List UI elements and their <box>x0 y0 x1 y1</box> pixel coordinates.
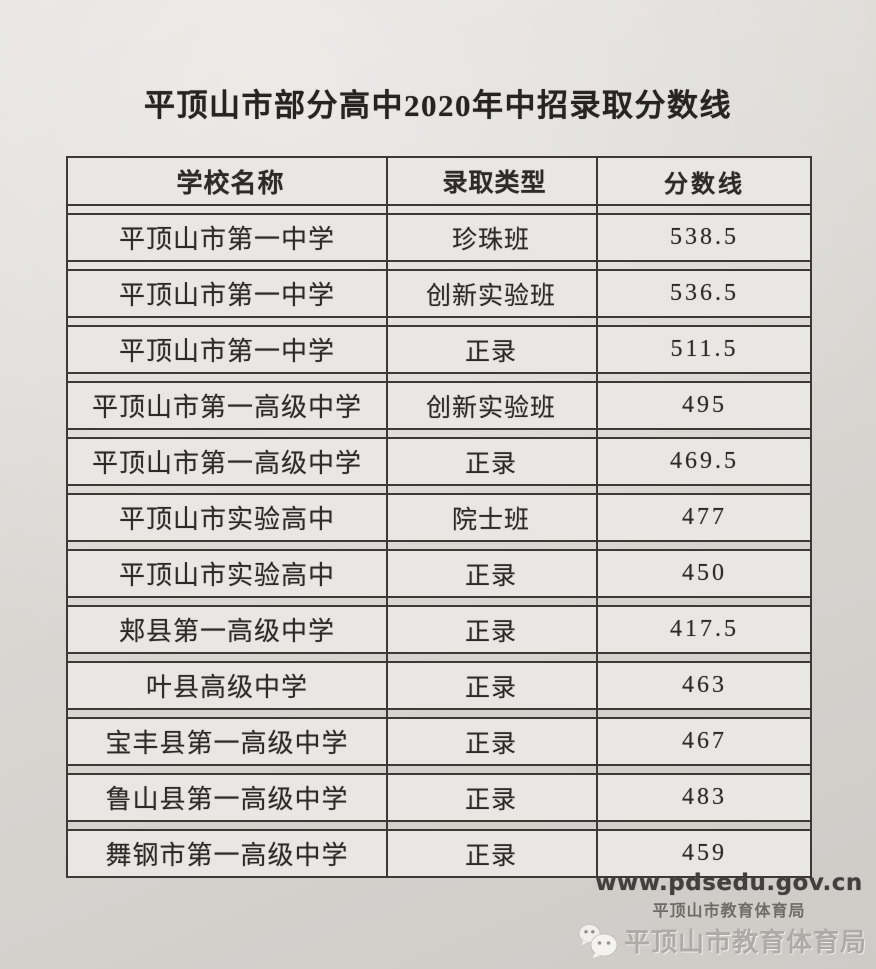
wechat-icon <box>578 923 618 958</box>
score-cell: 459 <box>682 840 727 866</box>
header-score-line: 分数线 <box>664 171 745 198</box>
wechat-watermark: 平顶山市教育体育局 <box>577 922 867 959</box>
page-title: 平顶山市部分高中2020年中招录取分数线 <box>144 88 732 123</box>
score-cell: 495 <box>682 392 727 418</box>
admission-type-cell: 正录 <box>464 338 517 366</box>
admission-type-cell: 正录 <box>464 842 517 870</box>
column-divider <box>596 156 598 878</box>
admission-type-cell: 创新实验班 <box>425 394 556 422</box>
score-cell: 483 <box>682 784 727 810</box>
school-name-cell: 平顶山市实验高中 <box>118 505 335 534</box>
table-row: 鲁山县第一高级中学 正录 483 <box>68 773 810 822</box>
admission-type-cell: 正录 <box>464 786 517 814</box>
table-row: 平顶山市第一高级中学 创新实验班 495 <box>68 381 810 430</box>
column-divider <box>386 156 388 878</box>
admission-type-cell: 正录 <box>464 674 517 702</box>
table-row: 叶县高级中学 正录 463 <box>68 661 810 710</box>
school-name-cell: 平顶山市第一高级中学 <box>91 393 362 422</box>
table-row: 平顶山市第一中学 珍珠班 538.5 <box>68 213 810 262</box>
table-row: 郏县第一高级中学 正录 417.5 <box>68 605 810 654</box>
bureau-name: 平顶山市教育体育局 <box>652 903 806 920</box>
header-school-name: 学校名称 <box>176 168 285 198</box>
school-name-cell: 平顶山市第一中学 <box>118 281 335 310</box>
school-name-cell: 平顶山市第一中学 <box>118 337 335 366</box>
school-name-cell: 宝丰县第一高级中学 <box>105 729 349 758</box>
watermark-text: 平顶山市教育体育局 <box>624 927 868 957</box>
table-row: 平顶山市实验高中 正录 450 <box>68 549 810 598</box>
admission-type-cell: 珍珠班 <box>451 226 530 254</box>
school-name-cell: 郏县第一高级中学 <box>118 617 335 646</box>
table-row: 宝丰县第一高级中学 正录 467 <box>68 717 810 766</box>
admission-type-cell: 正录 <box>464 450 517 478</box>
score-cell: 450 <box>682 560 727 586</box>
admission-type-cell: 正录 <box>464 618 517 646</box>
score-cell: 467 <box>682 728 727 754</box>
school-name-cell: 平顶山市第一中学 <box>118 225 335 254</box>
table-row: 平顶山市第一中学 创新实验班 536.5 <box>68 269 810 318</box>
table-row: 平顶山市第一中学 正录 511.5 <box>68 325 810 374</box>
admission-type-cell: 院士班 <box>451 506 530 534</box>
table-row: 平顶山市实验高中 院士班 477 <box>68 493 810 542</box>
school-name-cell: 舞钢市第一高级中学 <box>105 841 349 870</box>
table-row: 平顶山市第一高级中学 正录 469.5 <box>68 437 810 486</box>
school-name-cell: 鲁山县第一高级中学 <box>105 785 349 814</box>
table-row: 舞钢市第一高级中学 正录 459 <box>68 829 810 878</box>
admission-type-cell: 正录 <box>464 730 517 758</box>
header-admission-type: 录取类型 <box>442 170 547 197</box>
score-cell: 536.5 <box>670 280 739 306</box>
footer-watermark-block: www.pdsedu.gov.cn 平顶山市教育体育局 平顶山市教育体育局 <box>578 870 866 959</box>
score-cell: 463 <box>682 672 727 698</box>
admission-type-cell: 创新实验班 <box>425 282 556 310</box>
school-name-cell: 平顶山市第一高级中学 <box>91 449 362 478</box>
score-cell: 511.5 <box>670 336 739 362</box>
school-name-cell: 叶县高级中学 <box>145 673 308 702</box>
score-cell: 417.5 <box>670 616 739 642</box>
school-name-cell: 平顶山市实验高中 <box>118 561 335 590</box>
table-header-row: 学校名称 录取类型 分数线 <box>68 156 810 206</box>
score-cell: 469.5 <box>670 448 739 474</box>
admission-type-cell: 正录 <box>464 562 517 590</box>
score-table: 学校名称 录取类型 分数线 平顶山市第一中学 珍珠班 538.5 平顶山市第一中… <box>66 156 812 878</box>
website-url: www.pdsedu.gov.cn <box>595 870 863 896</box>
score-cell: 477 <box>682 504 727 530</box>
score-cell: 538.5 <box>670 224 739 250</box>
